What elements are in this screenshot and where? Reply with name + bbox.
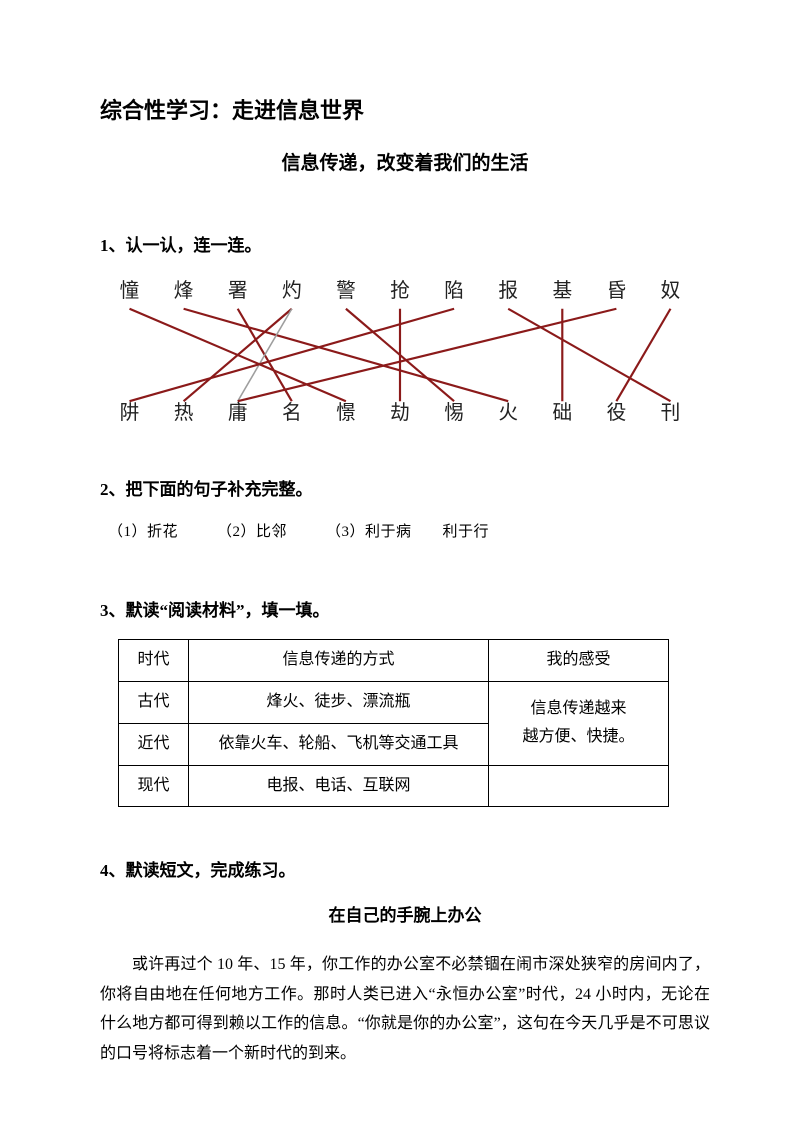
cell-method: 依靠火车、轮船、飞机等交通工具: [189, 723, 489, 765]
q1-head: 1、认一认，连一连。: [100, 230, 710, 262]
top-char: 奴: [661, 280, 681, 302]
top-char: 昏: [607, 280, 627, 302]
feel-text-1: 信息传递越来: [530, 700, 626, 717]
cell-method: 烽火、徒步、漂流瓶: [189, 682, 489, 724]
bottom-char: 础: [552, 402, 572, 424]
main-title: 综合性学习：走进信息世界: [100, 90, 710, 132]
cell-era: 现代: [119, 765, 189, 807]
top-char: 基: [552, 280, 572, 302]
bottom-char: 庸: [228, 402, 248, 424]
match-line: [616, 309, 670, 401]
cell-era: 近代: [119, 723, 189, 765]
article-title: 在自己的手腕上办公: [100, 900, 710, 932]
bottom-char: 名: [282, 402, 302, 424]
th-method: 信息传递的方式: [189, 640, 489, 682]
top-char: 警: [336, 280, 356, 302]
bottom-char: 役: [607, 402, 627, 424]
bottom-char: 火: [498, 402, 518, 424]
match-line: [184, 309, 292, 401]
top-char: 灼: [282, 280, 302, 302]
q4-head: 4、默读短文，完成练习。: [100, 855, 710, 887]
match-line: [184, 309, 509, 401]
q3-head: 3、默读“阅读材料”，填一填。: [100, 595, 710, 627]
th-feel: 我的感受: [489, 640, 669, 682]
table-row: 现代 电报、电话、互联网: [119, 765, 669, 807]
cell-method: 电报、电话、互联网: [189, 765, 489, 807]
top-char: 报: [498, 280, 518, 302]
match-line: [508, 309, 670, 401]
subtitle: 信息传递，改变着我们的生活: [100, 146, 710, 182]
top-char: 憧: [120, 280, 140, 302]
matching-diagram: 憧 烽 署 灼 警 抢 陷 报 基 昏 奴阱 热 庸 名 憬 劫 惕 火 础 役 刊: [100, 274, 700, 434]
feel-text-2: 越方便、快捷。: [522, 728, 634, 745]
cell-era: 古代: [119, 682, 189, 724]
top-char: 烽: [174, 280, 194, 302]
cell-feel-empty: [489, 765, 669, 807]
matching-exercise: 憧 烽 署 灼 警 抢 陷 报 基 昏 奴阱 热 庸 名 憬 劫 惕 火 础 役 刊: [100, 274, 710, 434]
table-row: 古代 烽火、徒步、漂流瓶 信息传递越来 越方便、快捷。: [119, 682, 669, 724]
q2-content: （1）折花 （2）比邻 （3）利于病 利于行: [108, 518, 710, 547]
bottom-char: 惕: [444, 402, 464, 424]
bottom-char: 劫: [390, 402, 410, 424]
top-char: 署: [228, 280, 248, 302]
table-row: 时代 信息传递的方式 我的感受: [119, 640, 669, 682]
bottom-char: 阱: [120, 402, 140, 424]
bottom-char: 热: [174, 402, 194, 424]
cell-feel: 信息传递越来 越方便、快捷。: [489, 682, 669, 766]
top-char: 抢: [390, 280, 410, 302]
top-char: 陷: [444, 280, 464, 302]
info-table: 时代 信息传递的方式 我的感受 古代 烽火、徒步、漂流瓶 信息传递越来 越方便、…: [118, 639, 669, 807]
bottom-char: 憬: [336, 402, 356, 424]
th-era: 时代: [119, 640, 189, 682]
article-paragraph: 或许再过个 10 年、15 年，你工作的办公室不必禁锢在闹市深处狭窄的房间内了，…: [100, 950, 710, 1068]
q2-head: 2、把下面的句子补充完整。: [100, 474, 710, 506]
bottom-char: 刊: [661, 402, 681, 424]
